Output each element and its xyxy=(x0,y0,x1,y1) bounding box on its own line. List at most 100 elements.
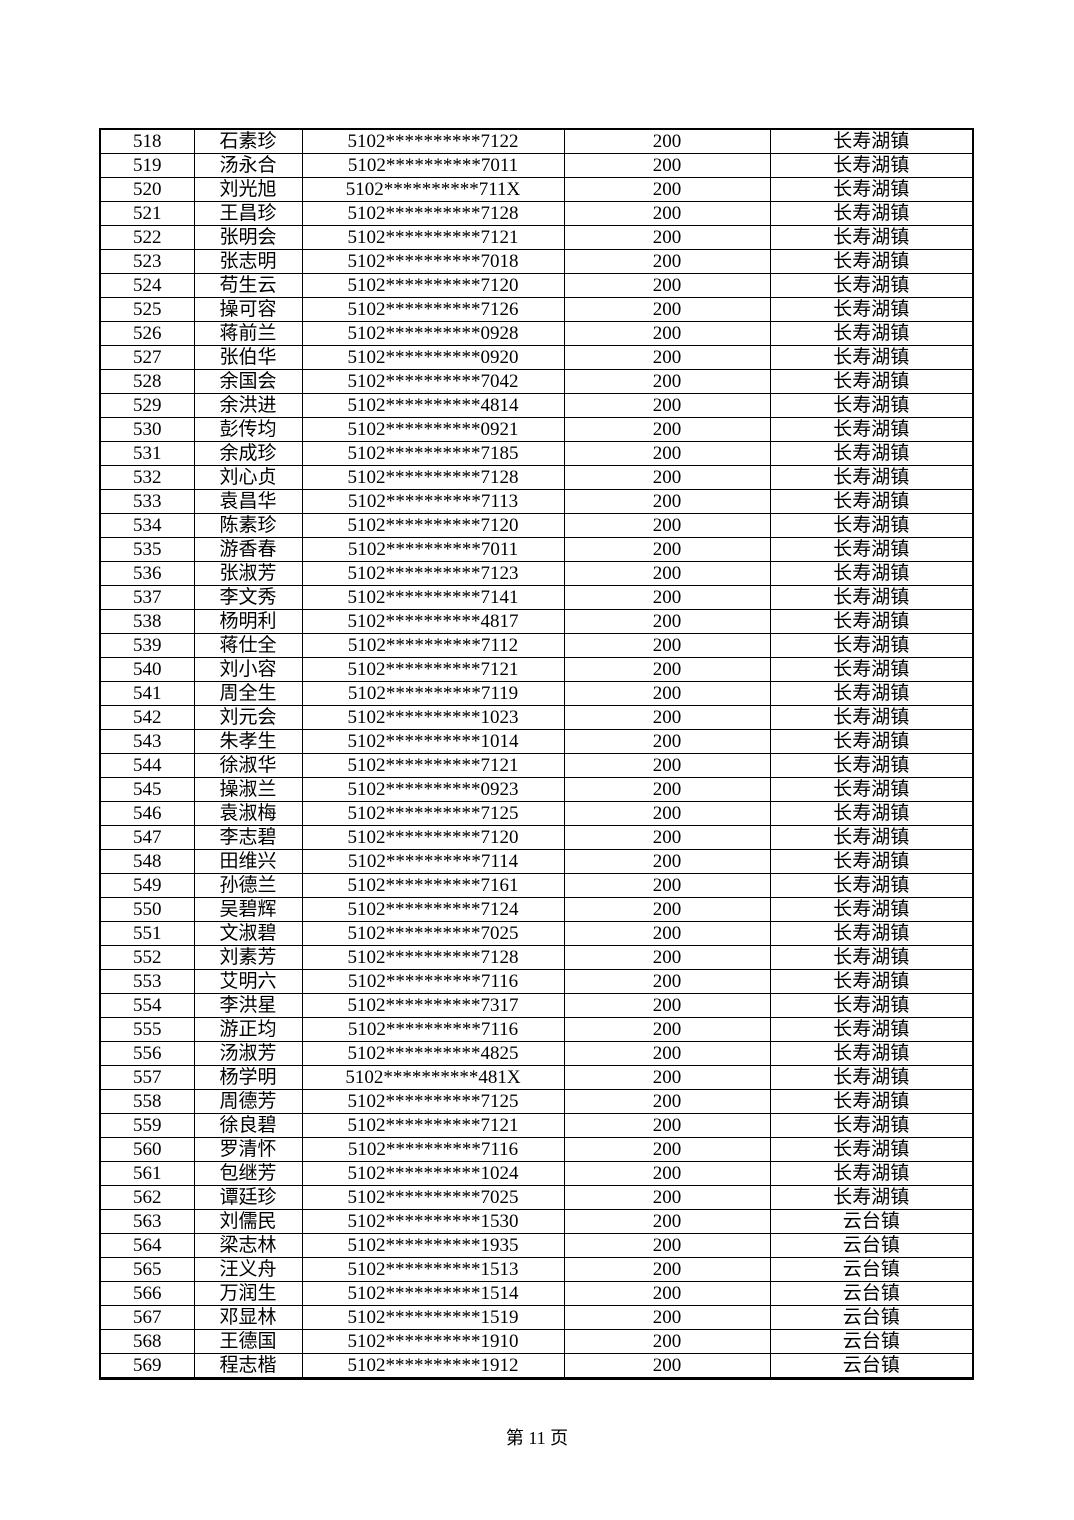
table-row: 554 李洪星 5102**********7317 200 长寿湖镇 xyxy=(99,993,974,1018)
table-row: 518 石素珍 5102**********7122 200 长寿湖镇 xyxy=(99,128,974,154)
cell-amount: 200 xyxy=(563,1257,771,1282)
cell-id: 5102**********7011 xyxy=(301,537,565,562)
cell-id: 5102**********4825 xyxy=(301,1041,565,1066)
cell-amount: 200 xyxy=(563,1041,771,1066)
cell-no: 558 xyxy=(99,1089,195,1114)
cell-no: 565 xyxy=(99,1257,195,1282)
cell-id: 5102**********7112 xyxy=(301,633,565,658)
table-row: 531 余成珍 5102**********7185 200 长寿湖镇 xyxy=(99,441,974,466)
cell-amount: 200 xyxy=(563,585,771,610)
cell-name: 周德芳 xyxy=(193,1089,303,1114)
cell-town: 长寿湖镇 xyxy=(769,465,974,490)
cell-amount: 200 xyxy=(563,225,771,250)
cell-name: 余成珍 xyxy=(193,441,303,466)
cell-amount: 200 xyxy=(563,561,771,586)
cell-town: 长寿湖镇 xyxy=(769,417,974,442)
cell-town: 长寿湖镇 xyxy=(769,128,974,154)
cell-amount: 200 xyxy=(563,1065,771,1090)
cell-no: 564 xyxy=(99,1233,195,1258)
cell-name: 杨明利 xyxy=(193,609,303,634)
cell-id: 5102**********0923 xyxy=(301,777,565,802)
cell-town: 长寿湖镇 xyxy=(769,729,974,754)
cell-no: 567 xyxy=(99,1305,195,1330)
cell-id: 5102**********1014 xyxy=(301,729,565,754)
cell-amount: 200 xyxy=(563,801,771,826)
cell-no: 537 xyxy=(99,585,195,610)
cell-town: 长寿湖镇 xyxy=(769,1185,974,1210)
cell-no: 518 xyxy=(99,128,195,154)
table-row: 546 袁淑梅 5102**********7125 200 长寿湖镇 xyxy=(99,801,974,826)
cell-no: 526 xyxy=(99,321,195,346)
cell-id: 5102**********481X xyxy=(301,1065,565,1090)
cell-id: 5102**********7120 xyxy=(301,273,565,298)
cell-id: 5102**********1912 xyxy=(301,1353,565,1380)
cell-town: 云台镇 xyxy=(769,1329,974,1354)
cell-amount: 200 xyxy=(563,1089,771,1114)
table-row: 544 徐淑华 5102**********7121 200 长寿湖镇 xyxy=(99,753,974,778)
table-row: 557 杨学明 5102**********481X 200 长寿湖镇 xyxy=(99,1065,974,1090)
cell-no: 563 xyxy=(99,1209,195,1234)
cell-town: 长寿湖镇 xyxy=(769,273,974,298)
cell-name: 余国会 xyxy=(193,369,303,394)
table-row: 548 田维兴 5102**********7114 200 长寿湖镇 xyxy=(99,849,974,874)
cell-town: 长寿湖镇 xyxy=(769,609,974,634)
cell-no: 549 xyxy=(99,873,195,898)
cell-id: 5102**********1910 xyxy=(301,1329,565,1354)
cell-no: 523 xyxy=(99,249,195,274)
cell-id: 5102**********7128 xyxy=(301,465,565,490)
cell-id: 5102**********7123 xyxy=(301,561,565,586)
cell-town: 长寿湖镇 xyxy=(769,345,974,370)
table-row: 559 徐良碧 5102**********7121 200 长寿湖镇 xyxy=(99,1113,974,1138)
cell-id: 5102**********7121 xyxy=(301,225,565,250)
cell-town: 长寿湖镇 xyxy=(769,873,974,898)
cell-amount: 200 xyxy=(563,177,771,202)
cell-no: 550 xyxy=(99,897,195,922)
cell-id: 5102**********1024 xyxy=(301,1161,565,1186)
cell-name: 刘小容 xyxy=(193,657,303,682)
cell-name: 张志明 xyxy=(193,249,303,274)
cell-id: 5102**********7128 xyxy=(301,201,565,226)
table-row: 547 李志碧 5102**********7120 200 长寿湖镇 xyxy=(99,825,974,850)
table-row: 525 操可容 5102**********7126 200 长寿湖镇 xyxy=(99,297,974,322)
cell-name: 刘元会 xyxy=(193,705,303,730)
table-row: 521 王昌珍 5102**********7128 200 长寿湖镇 xyxy=(99,201,974,226)
cell-town: 长寿湖镇 xyxy=(769,1137,974,1162)
cell-id: 5102**********1530 xyxy=(301,1209,565,1234)
table-row: 527 张伯华 5102**********0920 200 长寿湖镇 xyxy=(99,345,974,370)
table-row: 568 王德国 5102**********1910 200 云台镇 xyxy=(99,1329,974,1354)
cell-no: 528 xyxy=(99,369,195,394)
cell-no: 560 xyxy=(99,1137,195,1162)
cell-name: 石素珍 xyxy=(193,128,303,154)
cell-name: 汪义舟 xyxy=(193,1257,303,1282)
cell-amount: 200 xyxy=(563,369,771,394)
cell-town: 长寿湖镇 xyxy=(769,1089,974,1114)
cell-name: 刘素芳 xyxy=(193,945,303,970)
cell-no: 519 xyxy=(99,153,195,178)
cell-no: 540 xyxy=(99,657,195,682)
cell-id: 5102**********7317 xyxy=(301,993,565,1018)
cell-town: 长寿湖镇 xyxy=(769,657,974,682)
cell-town: 长寿湖镇 xyxy=(769,681,974,706)
cell-name: 操淑兰 xyxy=(193,777,303,802)
cell-town: 长寿湖镇 xyxy=(769,945,974,970)
table-row: 539 蒋仕全 5102**********7112 200 长寿湖镇 xyxy=(99,633,974,658)
cell-name: 文淑碧 xyxy=(193,921,303,946)
cell-id: 5102**********7025 xyxy=(301,1185,565,1210)
cell-id: 5102**********7121 xyxy=(301,753,565,778)
cell-name: 罗清怀 xyxy=(193,1137,303,1162)
cell-no: 548 xyxy=(99,849,195,874)
cell-id: 5102**********7011 xyxy=(301,153,565,178)
cell-amount: 200 xyxy=(563,273,771,298)
cell-name: 袁淑梅 xyxy=(193,801,303,826)
table-row: 542 刘元会 5102**********1023 200 长寿湖镇 xyxy=(99,705,974,730)
cell-name: 袁昌华 xyxy=(193,489,303,514)
cell-no: 547 xyxy=(99,825,195,850)
table-row: 567 邓显林 5102**********1519 200 云台镇 xyxy=(99,1305,974,1330)
cell-name: 彭传均 xyxy=(193,417,303,442)
cell-town: 长寿湖镇 xyxy=(769,153,974,178)
cell-name: 陈素珍 xyxy=(193,513,303,538)
cell-town: 长寿湖镇 xyxy=(769,993,974,1018)
table-row: 535 游香春 5102**********7011 200 长寿湖镇 xyxy=(99,537,974,562)
cell-amount: 200 xyxy=(563,921,771,946)
table-row: 532 刘心贞 5102**********7128 200 长寿湖镇 xyxy=(99,465,974,490)
